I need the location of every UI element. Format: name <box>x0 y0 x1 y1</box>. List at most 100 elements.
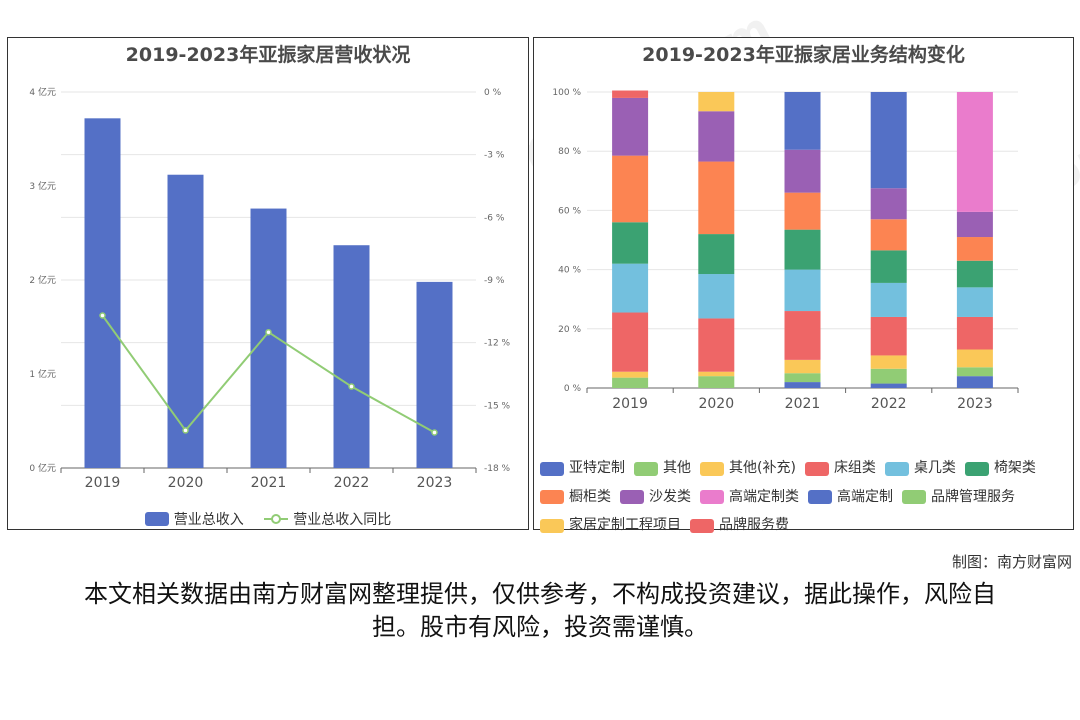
y-tick-label: -12 % <box>484 339 511 349</box>
revenue-yoy-point <box>431 429 438 436</box>
chart-title: 2019-2023年亚振家居业务结构变化 <box>642 44 965 66</box>
legend-item[interactable]: 品牌服务费 <box>690 513 789 538</box>
legend-item[interactable]: 亚特定制 <box>540 456 625 481</box>
y-tick-label: -15 % <box>484 401 511 411</box>
stack-segment <box>956 376 993 388</box>
legend-swatch <box>884 461 909 476</box>
x-tick-label: 2022 <box>334 475 370 491</box>
x-tick-label: 2020 <box>698 396 734 412</box>
stack-segment <box>870 383 907 388</box>
stack-segment <box>956 287 993 317</box>
stack-segment <box>956 316 993 350</box>
legend-item-revenue-yoy[interactable]: 营业总收入同比 <box>264 509 391 529</box>
legend-item[interactable]: 沙发类 <box>620 485 691 510</box>
legend-label: 亚特定制 <box>569 460 625 476</box>
x-tick-label: 2021 <box>785 396 821 412</box>
y-tick-label: 2 亿元 <box>29 274 56 286</box>
legend-item[interactable]: 其他 <box>634 456 691 481</box>
legend-swatch <box>144 512 169 526</box>
stack-segment <box>612 97 649 156</box>
legend-item-revenue[interactable]: 营业总收入 <box>144 509 244 529</box>
business-structure-chart-panel: 0 % 20 % 40 % 60 % 80 % 100 % 2019 2020 2021 2022… <box>533 37 1074 533</box>
legend-label: 家居定制工程项目 <box>569 517 681 533</box>
legend-item[interactable]: 高端定制类 <box>700 485 799 510</box>
legend-item[interactable]: 椅架类 <box>964 456 1036 481</box>
x-tick-label: 2023 <box>957 396 993 412</box>
stack-segment <box>612 371 649 378</box>
x-tick-label: 2022 <box>871 396 907 412</box>
legend-item[interactable]: 床组类 <box>804 456 876 481</box>
x-tick-label: 2023 <box>417 475 453 491</box>
y-tick-label: -6 % <box>484 213 505 223</box>
legend-swatch <box>540 490 564 504</box>
stack-segment <box>698 161 735 235</box>
stack-segment <box>698 376 735 388</box>
stack-segment <box>956 211 993 238</box>
stack-segment <box>698 371 735 377</box>
legend-item[interactable]: 其他(补充) <box>700 456 796 481</box>
legend-label: 高端定制 <box>837 488 893 505</box>
y-tick-label: -18 % <box>484 464 511 474</box>
legend-swatch <box>804 461 829 476</box>
stack-segment <box>698 274 735 319</box>
legend-item[interactable]: 高端定制 <box>808 485 893 510</box>
chart-title: 2019-2023年亚振家居营收状况 <box>125 44 411 66</box>
stack-segment <box>612 312 649 372</box>
legend-swatch <box>902 490 926 504</box>
stack-segment <box>956 367 993 377</box>
y-tick-label: 3 亿元 <box>29 180 56 192</box>
legend-label: 营业总收入 <box>173 512 244 528</box>
stack-segment <box>870 188 907 220</box>
legend-label: 高端定制类 <box>729 488 799 505</box>
stack-segment <box>612 263 649 313</box>
revenue-yoy-point <box>99 312 106 319</box>
legend-item[interactable]: 家居定制工程项目 <box>540 513 681 538</box>
legend-item[interactable]: 品牌管理服务 <box>902 485 1015 510</box>
legend-swatch <box>634 461 658 476</box>
revenue-chart: 0 亿元 1 亿元 2 亿元 3 亿元 4 亿元 -18 % -15 % -12 % -9 % -… <box>29 86 511 491</box>
stack-segment <box>784 382 821 388</box>
legend-label: 沙发类 <box>649 488 691 505</box>
legend-swatch <box>620 490 644 504</box>
stack-segment <box>784 192 821 230</box>
stack-segment <box>870 316 907 356</box>
legend-swatch <box>964 461 989 476</box>
legend-label: 椅架类 <box>993 460 1036 476</box>
revenue-yoy-point <box>182 427 189 434</box>
legend-label: 品牌服务费 <box>719 517 789 533</box>
revenue-yoy-point <box>265 328 272 336</box>
legend-line-swatch <box>264 512 289 526</box>
legend-label: 其他(补充) <box>729 460 796 476</box>
legend-item[interactable]: 橱柜类 <box>540 485 611 510</box>
legend-swatch <box>690 518 714 533</box>
legend-label: 品牌管理服务 <box>931 488 1015 505</box>
chart-legend: 亚特定制 其他 其他(补充) 床组类 桌几类 椅架类橱柜类 沙发类 高端定制类 高端定制 品牌管理… <box>540 456 1070 542</box>
stack-segment <box>784 269 821 312</box>
y-tick-label: 100 % <box>552 88 581 98</box>
legend-label: 其他 <box>663 460 691 476</box>
legend-item[interactable]: 桌几类 <box>884 456 956 481</box>
legend-swatch <box>700 490 724 504</box>
y-tick-label: 60 % <box>558 206 581 216</box>
stack-segment <box>870 368 907 384</box>
revenue-bar <box>167 174 204 468</box>
stack-segment <box>956 92 993 212</box>
stack-segment <box>612 377 649 388</box>
x-tick-label: 2020 <box>168 475 204 491</box>
y-tick-label: 80 % <box>558 147 581 157</box>
stack-segment <box>956 260 993 288</box>
stack-segment <box>870 92 907 189</box>
stack-segment <box>612 222 649 264</box>
y-tick-label: 0 亿元 <box>29 462 56 474</box>
revenue-bar <box>333 245 370 468</box>
stack-segment <box>612 90 649 98</box>
revenue-yoy-point <box>348 383 355 390</box>
stack-segment <box>784 359 821 374</box>
legend-swatch <box>540 461 564 476</box>
stack-segment <box>784 311 821 360</box>
y-tick-label: -9 % <box>484 276 505 286</box>
chart-credit: 制图：南方财富网 <box>951 553 1072 571</box>
y-tick-label: 40 % <box>558 266 581 276</box>
stack-segment <box>612 155 649 223</box>
revenue-bar <box>416 281 453 468</box>
